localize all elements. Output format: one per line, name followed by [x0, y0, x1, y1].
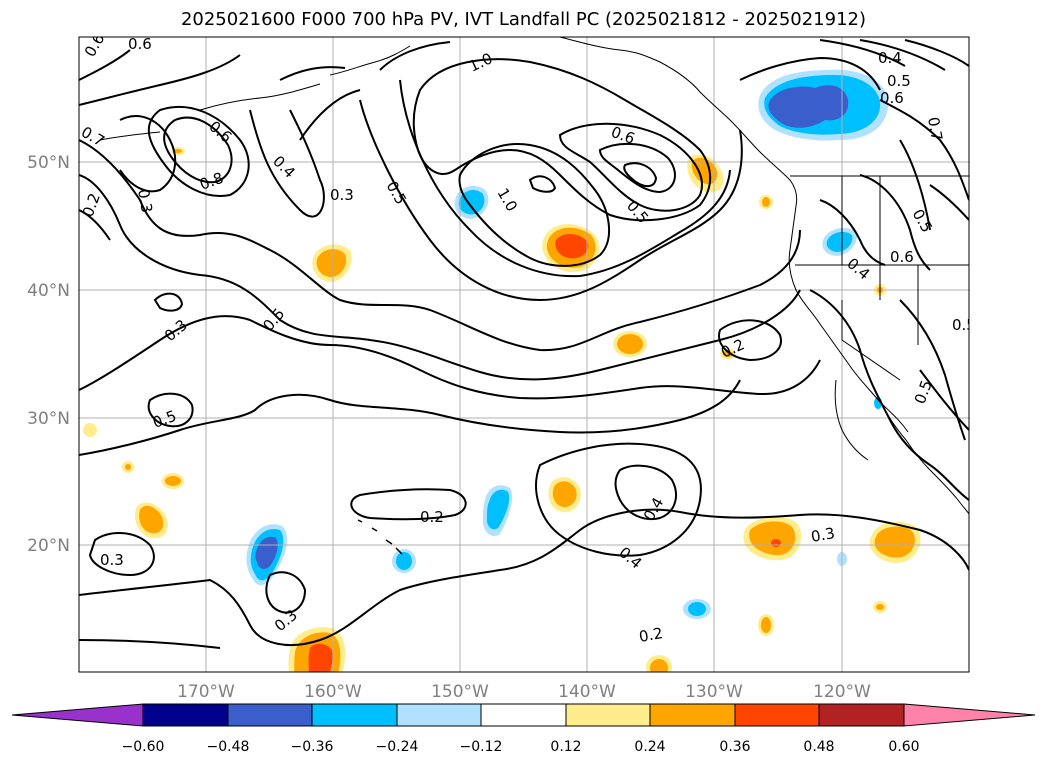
contour-label: 0.6	[880, 89, 904, 107]
lat-label: 20°N	[27, 536, 70, 556]
lon-label: 140°W	[558, 682, 616, 702]
lat-label: 50°N	[27, 153, 70, 173]
colorbar-bin	[396, 703, 482, 727]
contour-label: 0.2	[638, 624, 665, 646]
shading-layer	[83, 69, 921, 672]
colorbar-ticks: −0.60 −0.48 −0.36 −0.24 −0.12 0.12 0.24 …	[122, 739, 920, 755]
colorbar-bin	[311, 703, 398, 727]
contour-label: 0.2	[420, 508, 444, 526]
colorbar-tick-label: 0.48	[803, 739, 834, 755]
lon-label: 150°W	[431, 682, 489, 702]
contour-label: 0.5	[887, 72, 911, 90]
colorbar-bin	[480, 703, 567, 727]
contour-label: 0.5	[952, 316, 976, 334]
colorbar-tick-label: −0.12	[460, 739, 503, 755]
contour-label: 0.7	[924, 116, 946, 143]
lon-label: 130°W	[685, 682, 743, 702]
contour-label: 0.3	[134, 188, 156, 215]
map-frame	[78, 36, 970, 673]
colorbar-extend-low	[11, 703, 144, 727]
colorbar-bin	[565, 703, 651, 727]
contour-label: 0.3	[810, 524, 837, 546]
colorbar	[11, 703, 1036, 727]
lon-label: 160°W	[304, 682, 362, 702]
colorbar-tick-label: −0.36	[291, 739, 334, 755]
colorbar-tick-label: 0.60	[888, 739, 919, 755]
colorbar-bin	[142, 703, 229, 727]
lon-axis-labels: 170°W 160°W 150°W 140°W 130°W 120°W	[177, 682, 871, 702]
colorbar-tick-label: −0.48	[207, 739, 250, 755]
contour-label: 0.3	[100, 551, 124, 569]
colorbar-tick-label: −0.24	[376, 739, 419, 755]
colorbar-extend-high	[903, 703, 1036, 727]
colorbar-tick-label: 0.24	[634, 739, 665, 755]
colorbar-bin	[818, 703, 905, 727]
colorbar-tick-label: 0.12	[550, 739, 581, 755]
lon-label: 170°W	[177, 682, 235, 702]
colorbar-tick-label: −0.60	[122, 739, 165, 755]
lat-axis-labels: 50°N 40°N 30°N 20°N	[27, 153, 70, 556]
colorbar-bin	[649, 703, 736, 727]
lon-label: 120°W	[813, 682, 871, 702]
colorbar-bin	[227, 703, 313, 727]
pv-contours	[79, 39, 969, 649]
colorbar-bin	[734, 703, 820, 727]
map-title: 2025021600 F000 700 hPa PV, IVT Landfall…	[180, 9, 867, 30]
contour-label: 0.4	[878, 49, 902, 67]
contour-label: 0.6	[128, 35, 152, 53]
graticule	[79, 37, 969, 672]
contour-label: 0.6	[890, 248, 914, 266]
contour-label: 0.3	[330, 186, 354, 204]
lat-label: 40°N	[27, 281, 70, 301]
colorbar-tick-label: 0.36	[719, 739, 750, 755]
lat-label: 30°N	[27, 409, 70, 429]
